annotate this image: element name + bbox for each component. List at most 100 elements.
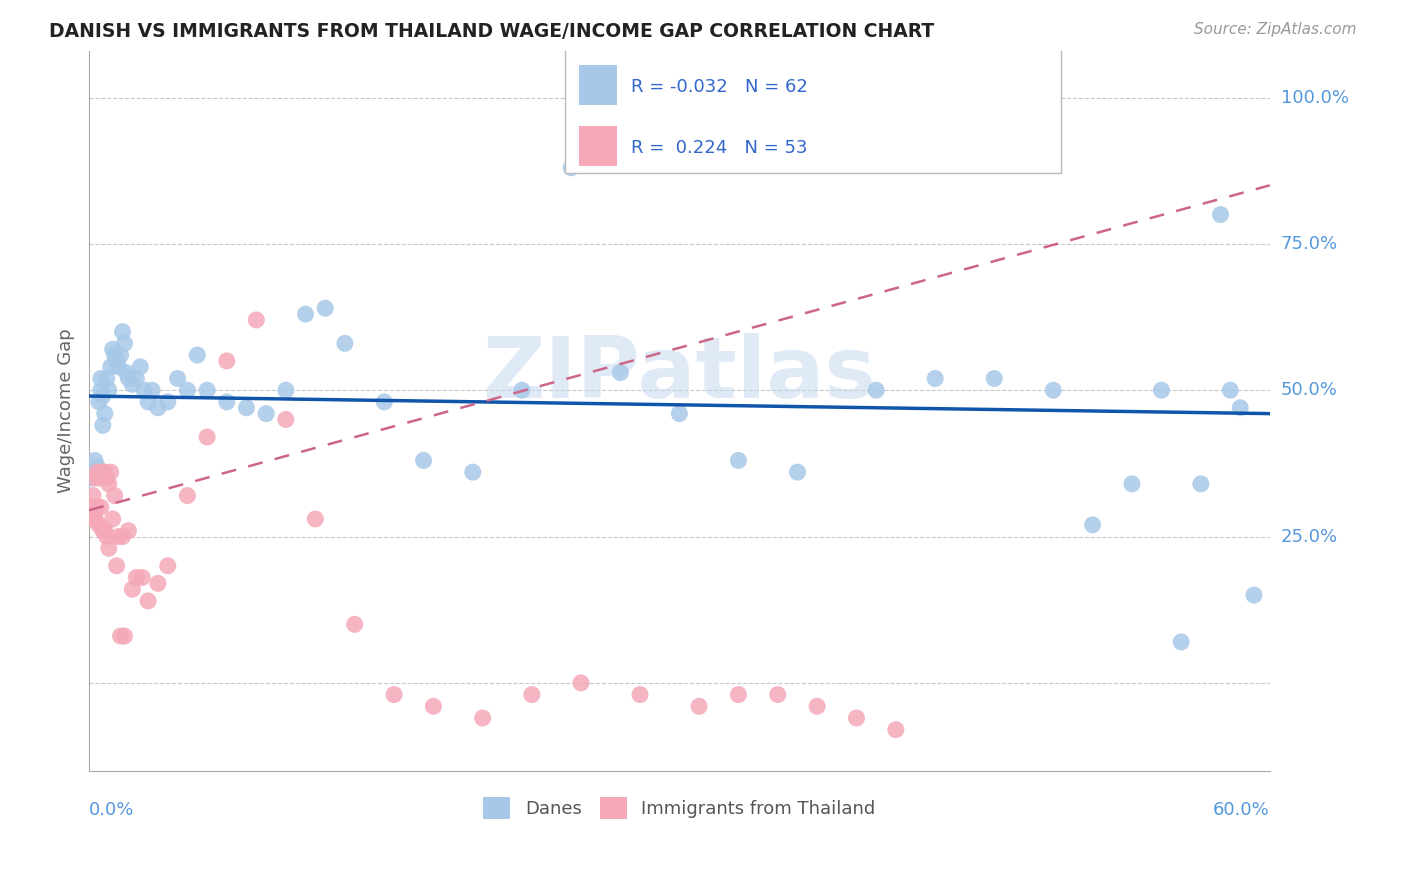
Point [186,348,208,362]
Point [97,476,120,491]
Point [110,629,132,643]
Point [343,617,366,632]
Point [86,459,108,474]
Point [461,465,484,479]
Text: 75.0%: 75.0% [1281,235,1339,252]
Point [304,512,326,526]
Point [146,576,169,591]
Point [136,395,159,409]
Point [97,541,120,556]
Point [865,383,887,397]
Point [104,348,127,362]
Point [91,418,114,433]
Point [412,453,434,467]
Point [82,512,104,526]
Point [96,371,118,385]
Point [609,366,631,380]
Point [90,500,112,515]
Point [117,371,139,385]
Point [136,594,159,608]
Text: ZIPatlas: ZIPatlas [482,334,876,417]
Point [786,465,808,479]
Point [131,570,153,584]
Point [80,500,103,515]
Text: DANISH VS IMMIGRANTS FROM THAILAND WAGE/INCOME GAP CORRELATION CHART: DANISH VS IMMIGRANTS FROM THAILAND WAGE/… [49,22,935,41]
Point [107,359,129,374]
Point [100,465,122,479]
Point [86,500,108,515]
Point [569,676,592,690]
Point [274,412,297,426]
Point [97,383,120,397]
Point [727,688,749,702]
Point [333,336,356,351]
Point [101,512,124,526]
Point [766,688,789,702]
Point [235,401,257,415]
Point [125,371,148,385]
Text: 60.0%: 60.0% [1213,801,1270,819]
Point [314,301,336,316]
Point [727,453,749,467]
Point [121,377,143,392]
Point [422,699,444,714]
Text: 100.0%: 100.0% [1281,88,1348,106]
Point [90,371,112,385]
Point [382,688,405,702]
Point [87,517,110,532]
Point [373,395,395,409]
Point [105,558,128,573]
Point [87,395,110,409]
Point [520,688,543,702]
Point [195,383,218,397]
Point [1042,383,1064,397]
Point [688,699,710,714]
Point [111,530,134,544]
Point [254,407,277,421]
Point [101,343,124,357]
Point [91,389,114,403]
Point [115,366,138,380]
Text: R =  0.224   N = 53: R = 0.224 N = 53 [631,139,807,157]
Point [94,524,117,538]
Point [129,359,152,374]
Point [82,471,104,485]
Text: 25.0%: 25.0% [1281,527,1339,546]
Point [104,489,127,503]
Point [156,558,179,573]
FancyBboxPatch shape [565,22,1060,173]
Point [628,688,651,702]
Point [96,530,118,544]
Point [924,371,946,385]
Point [91,465,114,479]
Point [134,383,156,397]
Point [176,383,198,397]
Point [87,471,110,485]
Point [245,313,267,327]
Point [111,325,134,339]
Point [1170,635,1192,649]
Point [82,489,104,503]
Point [845,711,868,725]
Point [294,307,316,321]
Point [471,711,494,725]
Point [215,395,238,409]
Point [1229,401,1251,415]
Text: R = -0.032   N = 62: R = -0.032 N = 62 [631,78,808,95]
Point [274,383,297,397]
Point [105,354,128,368]
Point [141,383,163,397]
Point [100,359,122,374]
Point [84,512,107,526]
Point [117,524,139,538]
Point [166,371,188,385]
FancyBboxPatch shape [579,127,617,166]
Point [125,570,148,584]
Point [94,407,117,421]
Point [195,430,218,444]
Legend: Danes, Immigrants from Thailand: Danes, Immigrants from Thailand [477,790,883,827]
Point [94,465,117,479]
Point [84,471,107,485]
Point [1219,383,1241,397]
Point [510,383,533,397]
